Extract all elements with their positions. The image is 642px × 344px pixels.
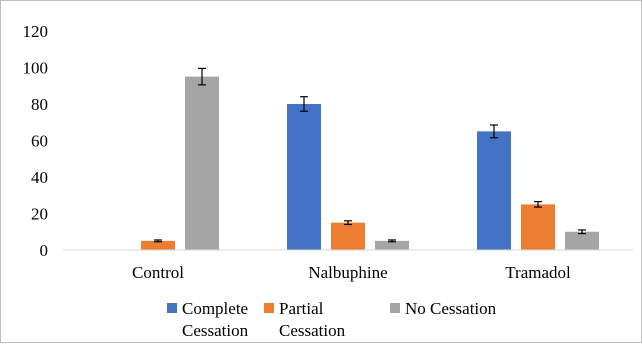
bar — [477, 131, 511, 250]
legend-item: Partial Cessation — [264, 299, 346, 340]
legend-swatch — [167, 303, 177, 313]
bar — [521, 204, 555, 250]
error-bar — [198, 67, 206, 86]
y-tick-label: 60 — [31, 132, 48, 151]
bar — [185, 76, 219, 250]
y-tick-label: 40 — [31, 168, 48, 187]
bar — [287, 104, 321, 250]
bar — [565, 231, 599, 250]
error-bar — [300, 96, 308, 112]
legend-label: Partial — [279, 299, 324, 318]
y-tick-label: 20 — [31, 205, 48, 224]
legend-label: Cessation — [182, 321, 249, 340]
y-tick-label: 0 — [40, 241, 49, 260]
legend-label: Cessation — [279, 321, 346, 340]
legend-label: No Cessation — [405, 299, 497, 318]
y-tick-label: 100 — [23, 59, 49, 78]
x-axis-category-labels: Control Nalbuphine Tramadol — [132, 263, 571, 282]
legend: Complete Cessation Partial Cessation No Cess… — [167, 299, 497, 340]
legend-item: No Cessation — [390, 299, 497, 318]
legend-swatch — [390, 303, 400, 313]
error-bar — [578, 229, 586, 235]
error-bar — [344, 220, 352, 226]
y-tick-label: 80 — [31, 95, 48, 114]
error-bar — [388, 239, 396, 243]
legend-label: Complete — [182, 299, 248, 318]
legend-item: Complete Cessation — [167, 299, 249, 340]
error-bar — [490, 124, 498, 139]
bar — [331, 222, 365, 250]
y-tick-label: 120 — [23, 22, 49, 41]
x-category-label: Tramadol — [505, 263, 571, 282]
bar — [141, 240, 175, 250]
error-bar — [154, 239, 162, 243]
bars — [141, 76, 599, 250]
legend-swatch — [264, 303, 274, 313]
bar — [375, 240, 409, 250]
error-bar — [534, 201, 542, 208]
x-category-label: Control — [132, 263, 184, 282]
error-bars — [154, 67, 586, 243]
x-category-label: Nalbuphine — [308, 263, 387, 282]
y-axis-tick-labels: 0 20 40 60 80 100 120 — [23, 22, 49, 260]
